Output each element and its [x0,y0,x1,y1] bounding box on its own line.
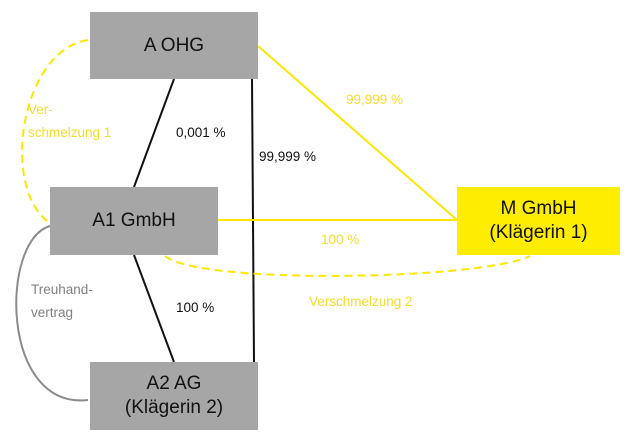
trust-curve [15,225,89,402]
node-label: A OHG [143,34,205,56]
node-label: M GmbH [500,198,577,219]
edge-aohg-m [257,45,458,221]
label-trust-a: Treuhand- [31,282,93,297]
label-aohg-a1: 0,001 % [176,125,226,140]
node-a1-gmbh[interactable]: A1 GmbH [50,187,218,255]
node-a2-ag[interactable]: A2 AG (Klägerin 2) [90,362,258,430]
node-sublabel: (Klägerin 1) [489,222,588,243]
label-merger1-b: schmelzung 1 [28,125,112,140]
node-a-ohg[interactable]: A OHG [90,12,258,79]
label-trust-b: vertrag [31,305,74,320]
label-aohg-m: 99,999 % [346,92,404,107]
merger2-curve [164,255,531,277]
edge-aohg-a1 [133,78,175,188]
node-m-gmbh[interactable]: M GmbH (Klägerin 1) [457,187,620,255]
label-aohg-a2: 99,999 % [259,149,317,164]
merger1-curve [21,39,89,224]
label-merger2: Verschmelzung 2 [309,294,413,309]
node-sublabel: (Klägerin 2) [124,397,224,418]
node-label: A2 AG [146,373,202,394]
node-label: A1 GmbH [92,210,176,231]
label-a1-a2: 100 % [176,300,215,315]
label-a1-m: 100 % [321,232,360,247]
edge-a1-a2 [133,254,175,363]
label-merger1-a: Ver- [28,102,53,117]
